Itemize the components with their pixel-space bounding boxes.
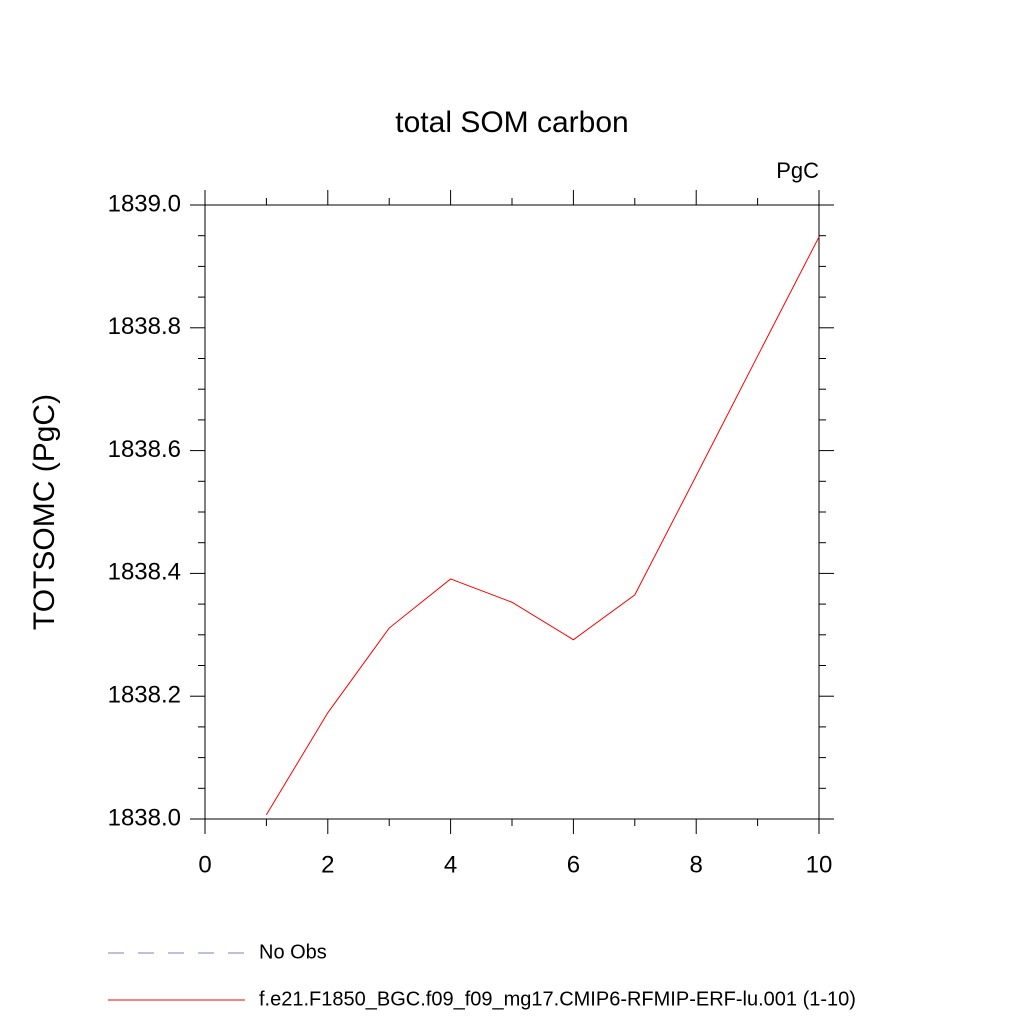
y-tick-label: 1838.0 — [108, 804, 181, 831]
x-tick-label: 10 — [806, 851, 833, 878]
y-tick-label: 1838.6 — [108, 436, 181, 463]
x-tick-label: 0 — [198, 851, 211, 878]
x-tick-label: 6 — [567, 851, 580, 878]
x-tick-label: 2 — [321, 851, 334, 878]
x-tick-label: 8 — [690, 851, 703, 878]
legend-label: No Obs — [259, 941, 327, 963]
y-tick-label: 1838.8 — [108, 313, 181, 340]
x-tick-label: 4 — [444, 851, 457, 878]
y-axis-label: TOTSOMC (PgC) — [28, 394, 61, 630]
units-label: PgC — [776, 158, 819, 183]
y-tick-label: 1838.4 — [108, 559, 181, 586]
legend-label: f.e21.F1850_BGC.f09_f09_mg17.CMIP6-RFMIP… — [259, 988, 856, 1010]
data-line — [265, 236, 820, 815]
y-tick-label: 1838.2 — [108, 682, 181, 709]
y-tick-label: 1839.0 — [108, 190, 181, 217]
chart-title: total SOM carbon — [395, 106, 628, 139]
